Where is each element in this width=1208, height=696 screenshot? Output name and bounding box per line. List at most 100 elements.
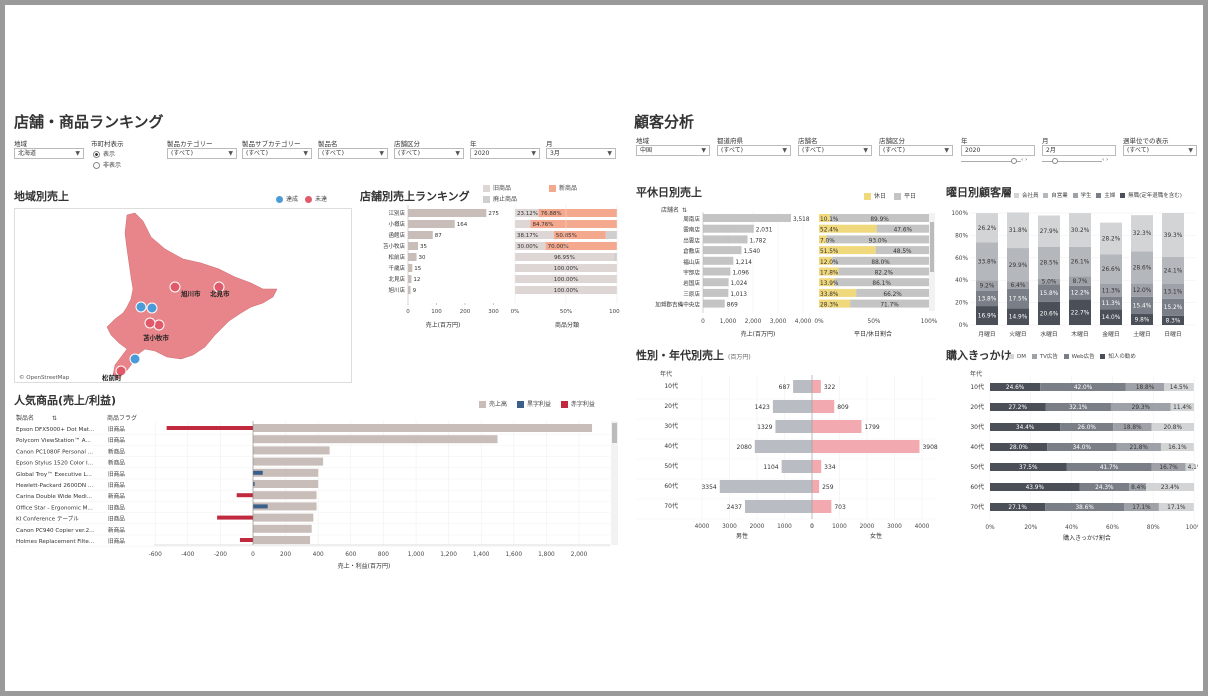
year-dropdown[interactable]: 2020 ▼ (470, 148, 540, 159)
legend-label: 学生 (1080, 193, 1092, 199)
month-slider[interactable]: ‹ › (1042, 157, 1116, 166)
male-tick-label: 4000 (695, 524, 710, 530)
region-map[interactable]: 旭川市 北見市 苫小牧市 松前町 © OpenStreetMap (14, 208, 352, 383)
day-label: 木曜日 (1071, 330, 1088, 338)
category-dropdown[interactable]: (すべて) ▼ (167, 148, 237, 159)
loss-bar (236, 493, 253, 498)
legend-old: 旧商品 (483, 183, 511, 192)
holiday-segment (819, 224, 877, 233)
segment-label: 9.2% (980, 283, 995, 289)
sales-value-label: 1,782 (750, 238, 767, 244)
chevron-down-icon: ▼ (303, 150, 308, 157)
trigger-segment (1124, 503, 1159, 511)
stack-segment (976, 242, 998, 281)
pref-dropdown[interactable]: (すべて) ▼ (717, 145, 791, 156)
x-tick-label: 1,000 (720, 319, 737, 325)
weekday-chart[interactable]: 100% 80% 60% 40% 20% 0% 16.9% 13.8% 9.2% 33.8% 26.… (946, 205, 1198, 345)
x-tick-label: 100% (1186, 525, 1198, 531)
scrollbar-thumb[interactable] (930, 222, 934, 272)
x-tick-label: 600 (345, 552, 356, 558)
sales-swatch-icon (479, 401, 486, 408)
region-dropdown-r[interactable]: 中国 ▼ (636, 145, 710, 156)
store-type-dropdown[interactable]: (すべて) ▼ (394, 148, 464, 159)
segment-label: 14.9% (1009, 315, 1028, 321)
age-label: 20代 (970, 403, 984, 411)
filter-label-store-type-r: 店舗区分 (879, 137, 905, 145)
male-bar (754, 440, 812, 453)
holiday-col-store[interactable]: 店舗名 ⇅ (661, 205, 687, 214)
segment-label: 28.6% (1133, 265, 1152, 271)
pct-segment (530, 220, 617, 228)
chevron-down-icon: ▼ (228, 150, 233, 157)
store-type-value: (すべて) (398, 150, 421, 157)
chevron-down-icon: ▼ (455, 150, 460, 157)
col-header-product[interactable]: 製品名 ⇅ (16, 413, 57, 422)
stack-segment (1069, 246, 1091, 277)
store-type-dropdown-r[interactable]: (すべて) ▼ (879, 145, 953, 156)
scrollbar-thumb[interactable] (612, 423, 617, 443)
male-axis-title: 男性 (736, 532, 748, 540)
female-bar (812, 440, 920, 453)
x-tick-label: 1,800 (538, 552, 555, 558)
slider-handle[interactable] (1052, 158, 1058, 164)
weekday-pct-label: 71.7% (880, 303, 899, 309)
segment-label: 18.8% (1123, 425, 1142, 431)
slider-step-buttons[interactable]: ‹ › (1021, 157, 1028, 163)
product-dropdown[interactable]: (すべて) ▼ (318, 148, 388, 159)
slider-handle[interactable] (1011, 158, 1017, 164)
weekday-segment (856, 288, 929, 297)
week-dropdown[interactable]: (すべて) ▼ (1123, 145, 1197, 156)
year-input-r[interactable]: 2020 (961, 145, 1035, 156)
slider-track (961, 161, 1021, 162)
segment-label: 27.9% (1040, 229, 1059, 235)
store-bar (408, 275, 412, 283)
legend-label: 旧商品 (493, 185, 512, 192)
popular-scrollbar[interactable] (611, 421, 618, 545)
city-hide-radio[interactable]: 非表示 (93, 160, 121, 169)
store-bar (408, 231, 433, 239)
store-bar (408, 242, 418, 250)
store-label: 松前店 (388, 253, 405, 261)
year-slider[interactable]: ‹ › (961, 157, 1035, 166)
segment-label: 9.8% (1135, 318, 1150, 324)
stack-segment (976, 306, 998, 325)
male-value-label: 1423 (755, 404, 770, 411)
x-tick-label: 3,000 (770, 319, 787, 325)
map-label-tomakomai: 苫小牧市 (143, 333, 170, 342)
trigger-segment (1164, 383, 1194, 391)
region-dropdown[interactable]: 北海道 ▼ (14, 148, 84, 159)
month-input-r[interactable]: 2月 (1042, 145, 1116, 156)
age-label: 60代 (664, 482, 678, 490)
popular-x-axis-title: 売上・利益(百万円) (338, 562, 391, 570)
product-flag: 新商品 (108, 526, 125, 534)
store-label: 出雲店 (683, 236, 700, 244)
sales-bar (703, 256, 734, 265)
map-pin (213, 281, 225, 293)
weekday-pct-label: 47.6% (894, 228, 913, 234)
store-ranking-chart[interactable]: 江別店 275 23.12% 76.88% 小樽店 164 84.76% 函館店 87 38.17… (360, 205, 620, 335)
sort-icon[interactable]: ⇅ (52, 415, 58, 422)
pct-label: 84.76% (533, 222, 554, 228)
pct-tick-label: 100% (921, 319, 938, 325)
sort-icon[interactable]: ⇅ (682, 207, 688, 214)
subcategory-dropdown[interactable]: (すべて) ▼ (242, 148, 312, 159)
store-value-label: 164 (457, 222, 468, 228)
holiday-pct-axis-title: 平日/休日割合 (854, 330, 892, 338)
slider-step-buttons[interactable]: ‹ › (1102, 157, 1109, 163)
tv-swatch-icon (1031, 354, 1037, 359)
segment-label: 33.8% (978, 259, 997, 265)
city-show-radio[interactable]: 表示 (93, 149, 115, 158)
loss-bar (166, 426, 253, 430)
hokkaido-map[interactable]: 旭川市 北見市 苫小牧市 松前町 © OpenStreetMap (15, 209, 353, 384)
store-dropdown-r[interactable]: (すべて) ▼ (798, 145, 872, 156)
trigger-chart[interactable]: 0% 20% 40% 60% 80% 100% 10代 24.6% 42.0% 18.8% 14.5… (946, 375, 1198, 545)
x-tick-label: 60% (1106, 525, 1119, 531)
month-dropdown[interactable]: 3月 ▼ (546, 148, 616, 159)
popular-chart[interactable]: -600 -400 -200 0 200 400 600 800 1,000 1,200 1,400… (14, 421, 619, 571)
holiday-chart[interactable]: 0 1,000 2,000 3,000 4,000 0% 50% 100% 周南店 3,518 10… (636, 212, 941, 338)
month-value: 3月 (550, 150, 560, 157)
x-tick-label: -600 (149, 552, 162, 558)
stack-segment (1162, 298, 1184, 316)
filter-label-product: 製品名 (318, 140, 338, 148)
